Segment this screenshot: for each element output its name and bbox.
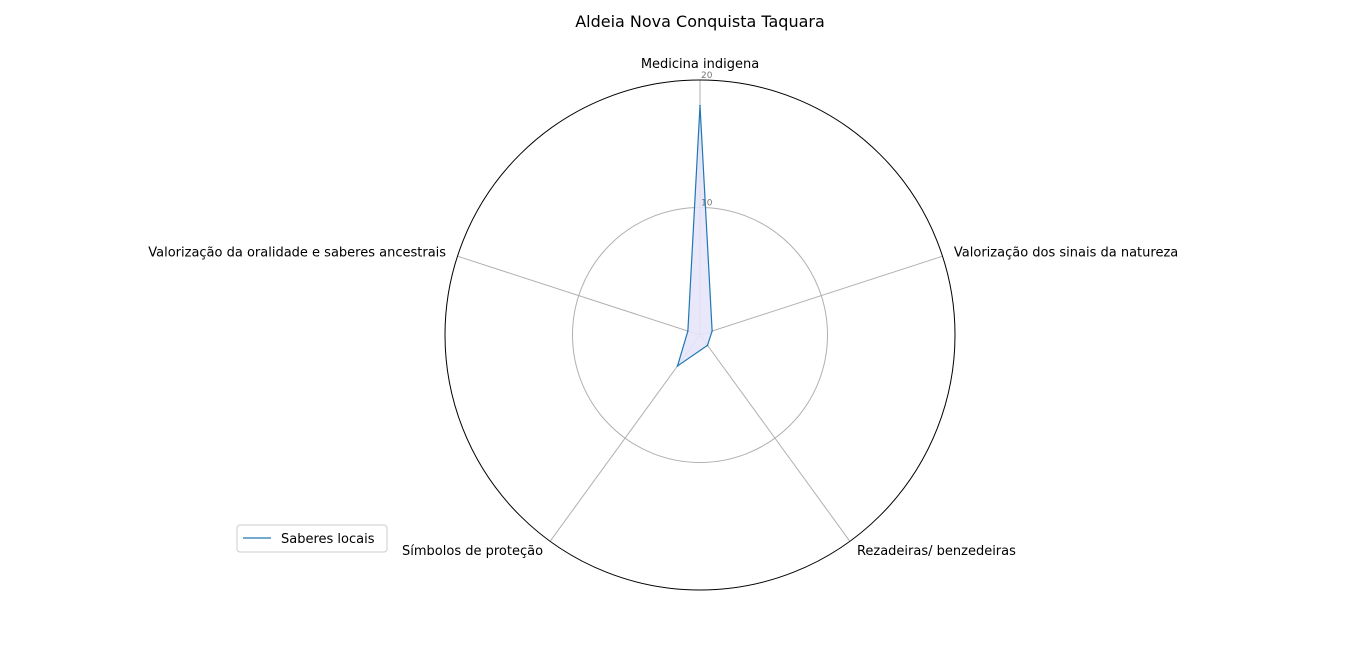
legend-box — [236, 524, 388, 553]
axis-label-0: Medicina indigena — [641, 57, 759, 72]
legend-label: Saberes locais — [281, 532, 375, 547]
axis-label-2: Rezadeiras/ benzedeiras — [857, 544, 1016, 559]
radar-frame — [444, 79, 956, 591]
spoke-2 — [699, 334, 851, 542]
data-point-3 — [676, 365, 679, 367]
axis-label-1: Valorização dos sinais da natureza — [954, 245, 1178, 260]
spoke-3 — [549, 334, 701, 542]
chart-title: Aldeia Nova Conquista Taquara — [575, 12, 825, 31]
data-point-2 — [706, 344, 709, 347]
axis-label-4: Valorização da oralidade e saberes ances… — [148, 245, 446, 260]
axis-label-3: Símbolos de proteção — [402, 544, 543, 559]
data-point-1 — [711, 330, 713, 332]
data-point-4 — [687, 330, 689, 332]
series-group — [676, 104, 713, 368]
rtick-label-20: 20 — [701, 71, 713, 81]
spoke-1 — [699, 255, 943, 336]
radial-ticks: 10 20 — [701, 71, 713, 209]
rtick-label-10: 10 — [701, 199, 713, 209]
axis-labels: Medicina indigena Valorização dos sinais … — [148, 57, 1178, 559]
spoke-4 — [457, 255, 701, 336]
legend: Saberes locais — [236, 524, 388, 553]
data-point-0 — [699, 104, 701, 107]
series-line — [676, 105, 713, 368]
